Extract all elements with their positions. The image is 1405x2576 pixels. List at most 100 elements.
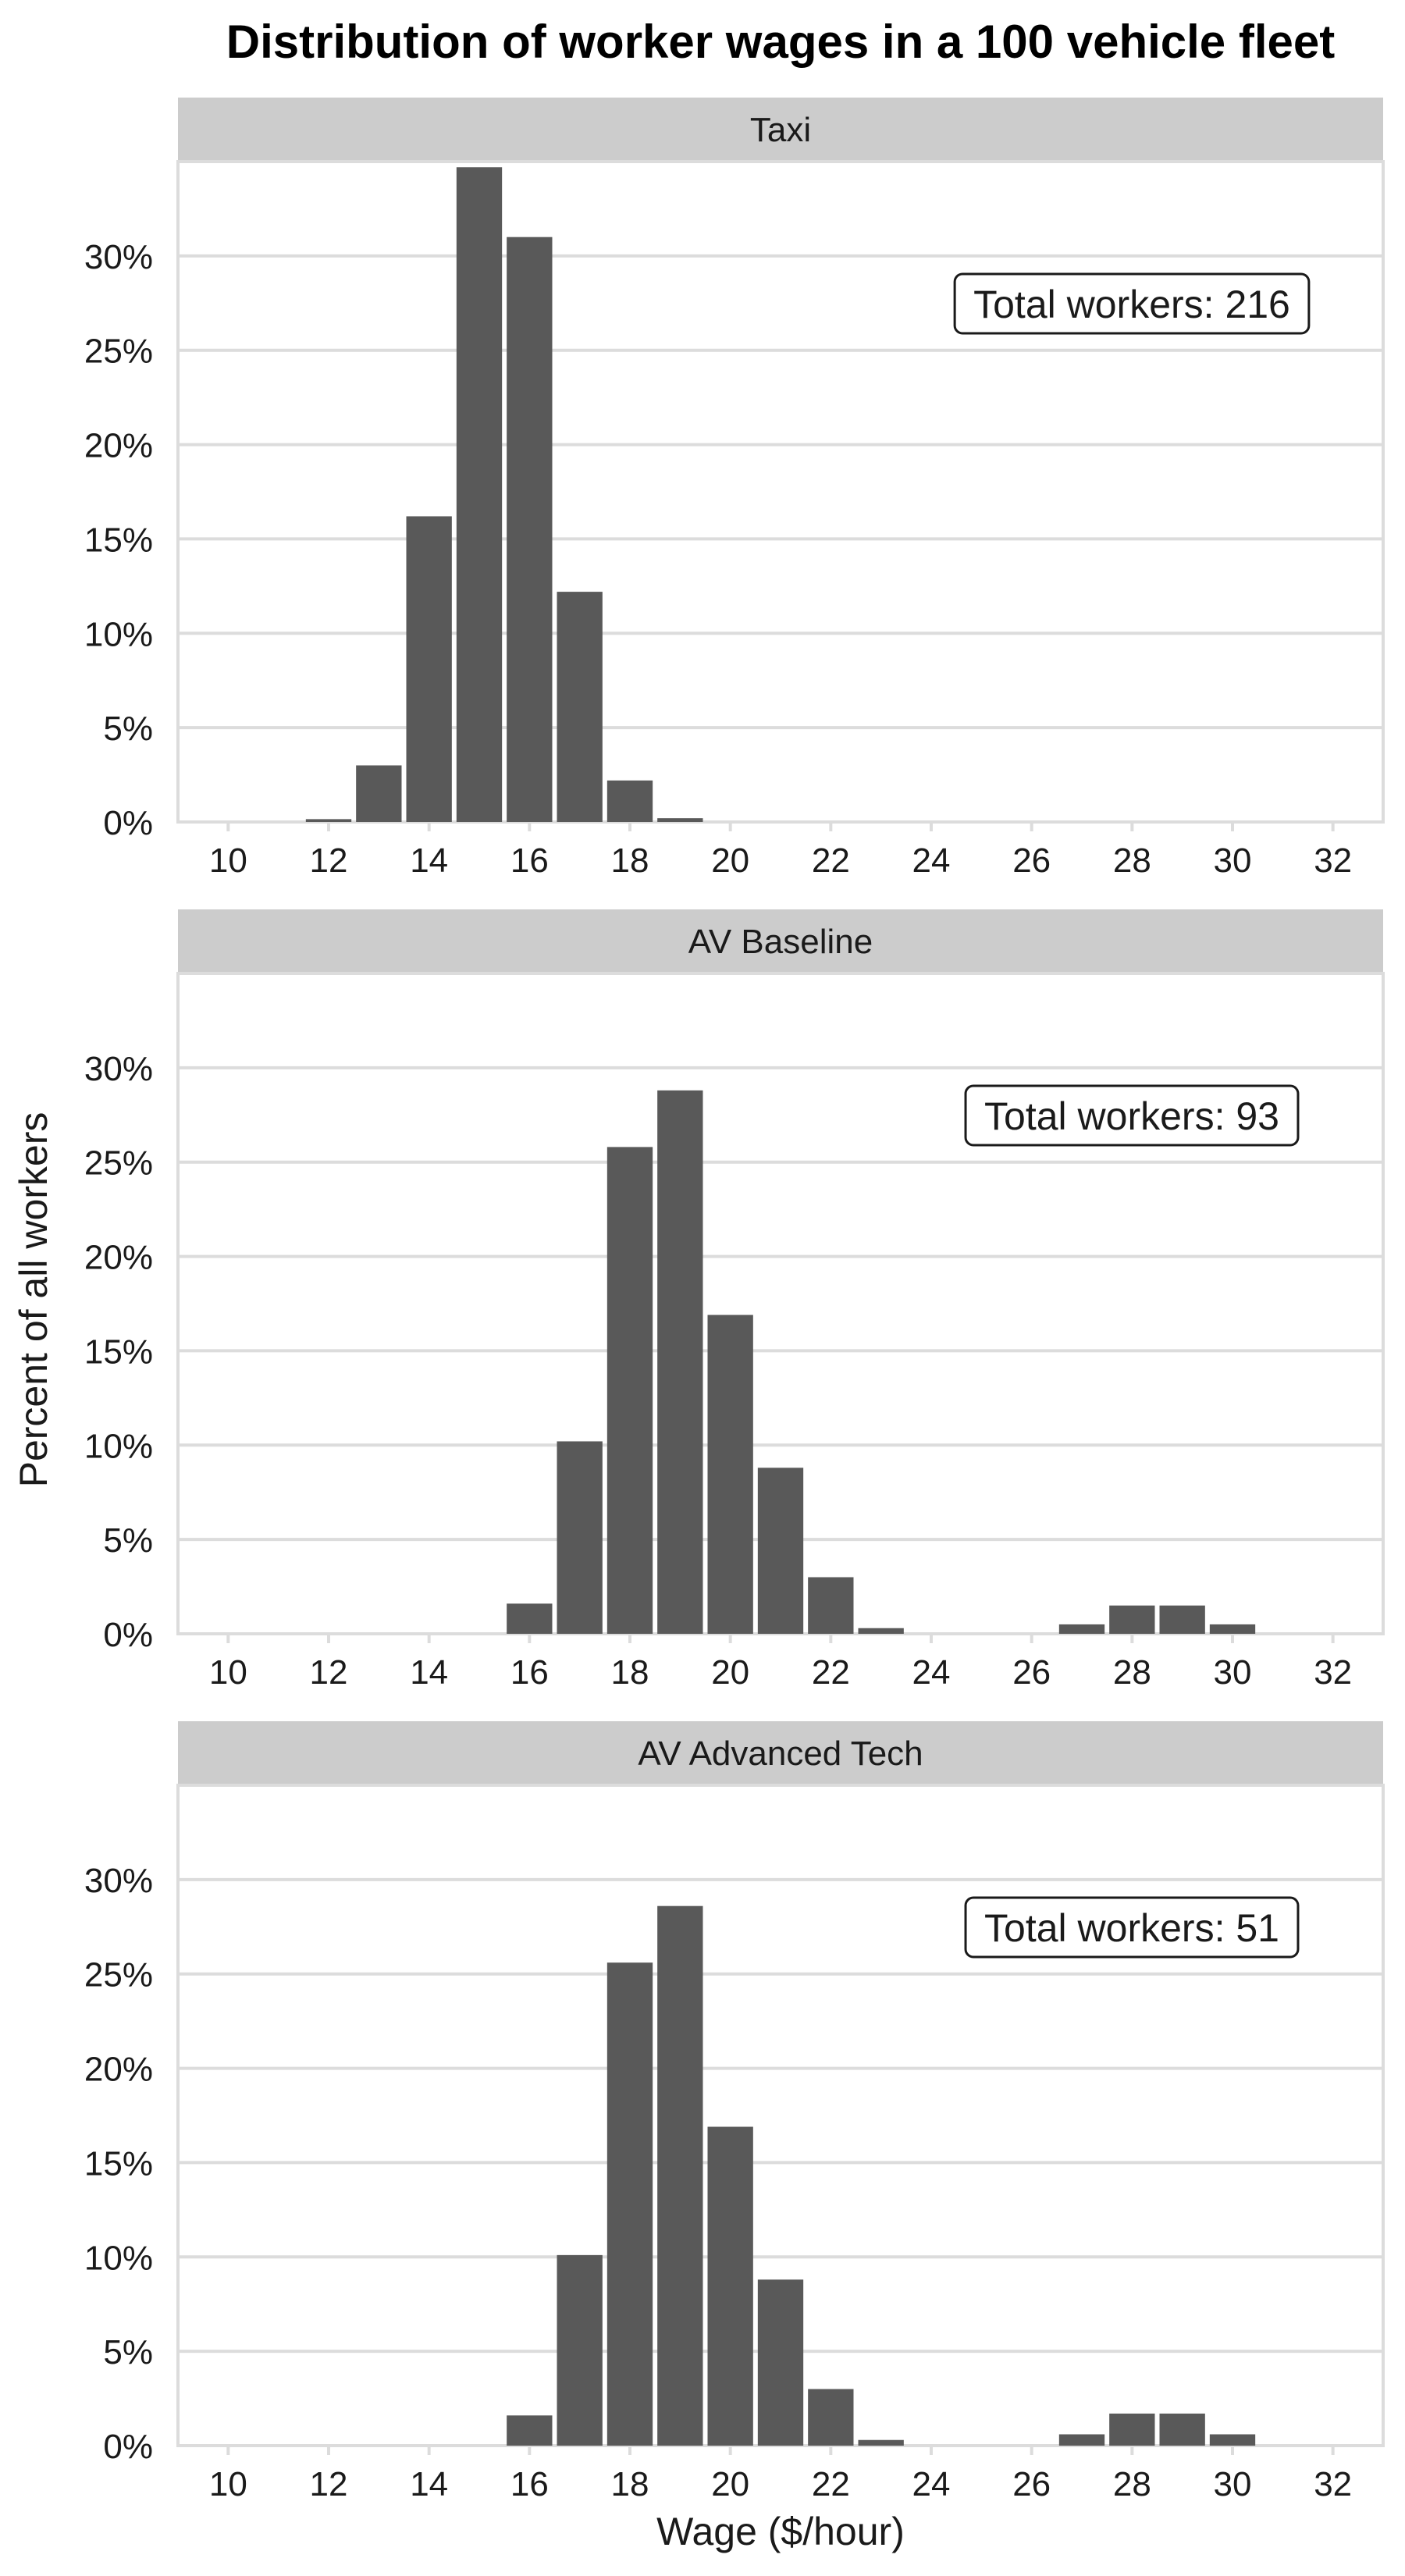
histogram-bar <box>406 516 452 822</box>
histogram-bar <box>356 765 402 822</box>
histogram-bar <box>1109 2413 1155 2446</box>
y-tick-label: 5% <box>103 710 153 748</box>
panel-border <box>176 160 1385 824</box>
histogram-bar <box>808 2389 854 2446</box>
histogram-bar <box>1058 2434 1105 2446</box>
histogram-bar <box>1159 2413 1205 2446</box>
facet-strip <box>178 909 1383 973</box>
x-tick-label: 10 <box>209 2465 247 2503</box>
x-tick-label: 20 <box>711 841 749 880</box>
x-tick-label: 12 <box>310 2465 348 2503</box>
histogram-bar <box>1209 2434 1256 2446</box>
histogram-bar <box>808 1577 854 1634</box>
y-tick-label: 5% <box>103 1521 153 1560</box>
y-tick-label: 25% <box>84 1144 153 1183</box>
histogram-bar <box>707 2126 753 2446</box>
x-tick-label: 28 <box>1113 1653 1151 1692</box>
y-tick-label: 15% <box>84 521 153 559</box>
x-tick-label: 30 <box>1214 1653 1252 1692</box>
histogram-bar <box>507 237 553 823</box>
annotation-box <box>964 1084 1300 1147</box>
x-tick-label: 16 <box>510 1653 549 1692</box>
histogram-bar <box>1109 1605 1155 1634</box>
x-tick-label: 26 <box>1012 1653 1051 1692</box>
y-tick-label: 25% <box>84 333 153 371</box>
x-tick-label: 24 <box>912 1653 951 1692</box>
histogram-bar <box>606 1147 653 1634</box>
x-tick-label: 26 <box>1012 2465 1051 2503</box>
x-tick-label: 32 <box>1314 2465 1352 2503</box>
x-tick-label: 28 <box>1113 2465 1151 2503</box>
facet-panel: AV Baseline 0% 5% 10% 15% 20% 25% 30% 10 12 14 16 18… <box>84 909 1385 1692</box>
histogram-bar <box>657 818 703 822</box>
y-tick-label: 20% <box>84 427 153 465</box>
x-tick-label: 10 <box>209 1653 247 1692</box>
x-tick-label: 16 <box>510 841 549 880</box>
x-tick-label: 12 <box>310 1653 348 1692</box>
x-tick-label: 18 <box>611 1653 649 1692</box>
x-tick-label: 30 <box>1214 2465 1252 2503</box>
x-tick-label: 14 <box>410 841 448 880</box>
x-tick-label: 18 <box>611 2465 649 2503</box>
histogram-bar <box>1058 1624 1105 1634</box>
total-workers-annotation: Total workers: 51 <box>984 1906 1279 1950</box>
total-workers-annotation: Total workers: 93 <box>984 1094 1279 1138</box>
y-tick-label: 5% <box>103 2333 153 2371</box>
x-tick-label: 22 <box>812 841 850 880</box>
facet-panels: Taxi 0% 5% 10% 15% 20% 25% 30% 10 12 14 16 18 20 22 24 2… <box>84 98 1385 2503</box>
x-tick-label: 24 <box>912 2465 951 2503</box>
y-tick-label: 0% <box>103 1616 153 1654</box>
y-tick-label: 30% <box>84 1050 153 1088</box>
y-tick-label: 10% <box>84 615 153 653</box>
histogram-bar <box>305 819 352 822</box>
y-tick-label: 15% <box>84 2144 153 2183</box>
y-tick-label: 30% <box>84 1862 153 1900</box>
x-tick-label: 12 <box>310 841 348 880</box>
y-tick-label: 15% <box>84 1332 153 1371</box>
x-tick-label: 22 <box>812 1653 850 1692</box>
y-tick-label: 20% <box>84 2051 153 2089</box>
x-tick-label: 24 <box>912 841 951 880</box>
x-axis-label: Wage ($/hour) <box>656 2510 905 2553</box>
y-tick-label: 30% <box>84 238 153 276</box>
histogram-bar <box>456 167 503 822</box>
facet-strip <box>178 1721 1383 1785</box>
x-tick-label: 20 <box>711 1653 749 1692</box>
histogram-bar <box>557 1441 603 1634</box>
total-workers-annotation: Total workers: 216 <box>973 283 1290 326</box>
x-tick-label: 32 <box>1314 841 1352 880</box>
histogram-bar <box>657 1090 703 1634</box>
x-tick-label: 32 <box>1314 1653 1352 1692</box>
histogram-bar <box>707 1315 753 1634</box>
facet-label: AV Advanced Tech <box>638 1735 923 1773</box>
histogram-bar <box>1159 1605 1205 1634</box>
histogram-bar <box>507 1603 553 1634</box>
histogram-bar <box>858 2439 904 2446</box>
y-axis-label: Percent of all workers <box>12 1112 55 1488</box>
histogram-bar <box>606 1962 653 2446</box>
facet-panel: AV Advanced Tech 0% 5% 10% 15% 20% 25% 30% 10 12 1… <box>84 1721 1385 2503</box>
annotation-box <box>964 1896 1300 1959</box>
y-tick-label: 10% <box>84 2239 153 2277</box>
histogram-bar <box>557 592 603 822</box>
x-tick-label: 14 <box>410 1653 448 1692</box>
histogram-bar <box>1209 1624 1256 1634</box>
x-tick-label: 26 <box>1012 841 1051 880</box>
y-tick-label: 0% <box>103 2428 153 2466</box>
facet-panel: Taxi 0% 5% 10% 15% 20% 25% 30% 10 12 14 16 18 20 22 24 2… <box>84 98 1385 880</box>
histogram-bar <box>657 1905 703 2446</box>
x-tick-label: 22 <box>812 2465 850 2503</box>
y-tick-label: 10% <box>84 1427 153 1465</box>
x-tick-label: 16 <box>510 2465 549 2503</box>
x-tick-label: 10 <box>209 841 247 880</box>
x-tick-label: 18 <box>611 841 649 880</box>
annotation-box <box>953 272 1311 335</box>
histogram-bar <box>757 1468 804 1634</box>
histogram-bar <box>557 2254 603 2446</box>
x-tick-label: 14 <box>410 2465 448 2503</box>
facet-strip <box>178 98 1383 162</box>
x-tick-label: 30 <box>1214 841 1252 880</box>
y-tick-label: 25% <box>84 1956 153 1994</box>
chart-title: Distribution of worker wages in a 100 ve… <box>226 16 1335 68</box>
